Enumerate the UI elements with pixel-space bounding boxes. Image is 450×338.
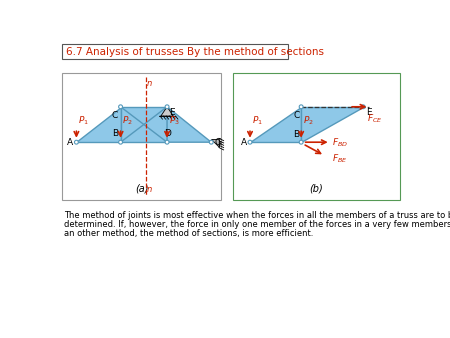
Text: D: D [164, 129, 171, 138]
Circle shape [165, 105, 169, 109]
Text: $F_{CE}$: $F_{CE}$ [367, 113, 382, 125]
Text: The method of joints is most effective when the forces in all the members of a t: The method of joints is most effective w… [64, 211, 450, 220]
Text: E: E [169, 108, 174, 117]
Text: $P_1$: $P_1$ [252, 114, 262, 127]
Text: A: A [241, 138, 247, 147]
Circle shape [299, 105, 303, 109]
Circle shape [119, 140, 122, 144]
Circle shape [361, 105, 365, 109]
Text: n: n [147, 79, 152, 88]
Text: $P_3$: $P_3$ [169, 114, 180, 127]
Text: B: B [293, 130, 300, 139]
Text: $F_{BE}$: $F_{BE}$ [332, 153, 348, 165]
Polygon shape [211, 139, 219, 147]
Polygon shape [167, 107, 211, 142]
Bar [63, 73, 221, 200]
Polygon shape [301, 107, 363, 142]
Text: A: A [67, 138, 73, 147]
Text: E: E [366, 108, 372, 117]
Circle shape [74, 140, 78, 144]
Text: G: G [214, 138, 221, 147]
Polygon shape [250, 107, 301, 142]
Text: an other method, the method of sections, is more efficient.: an other method, the method of sections,… [64, 229, 313, 238]
Text: (b): (b) [310, 184, 323, 194]
Circle shape [119, 105, 122, 109]
Circle shape [165, 140, 169, 144]
Text: C: C [293, 111, 300, 120]
Circle shape [299, 140, 303, 144]
Circle shape [209, 140, 213, 144]
Text: B: B [112, 129, 118, 138]
Text: n: n [147, 185, 152, 194]
Polygon shape [121, 107, 167, 142]
Circle shape [248, 140, 252, 144]
Polygon shape [161, 107, 173, 116]
Text: determined. If, however, the force in only one member of the forces in a very fe: determined. If, however, the force in on… [64, 220, 450, 229]
Text: $P_2$: $P_2$ [303, 114, 314, 127]
Text: $F_{BD}$: $F_{BD}$ [332, 137, 348, 149]
Text: $P_1$: $P_1$ [78, 114, 89, 127]
Polygon shape [76, 107, 121, 142]
Text: C: C [112, 111, 118, 120]
Text: $P_2$: $P_2$ [122, 114, 133, 127]
Text: (a): (a) [135, 184, 148, 194]
FancyBboxPatch shape [62, 44, 288, 59]
Bar [233, 73, 400, 200]
Text: 6.7 Analysis of trusses By the method of sections: 6.7 Analysis of trusses By the method of… [66, 47, 324, 57]
